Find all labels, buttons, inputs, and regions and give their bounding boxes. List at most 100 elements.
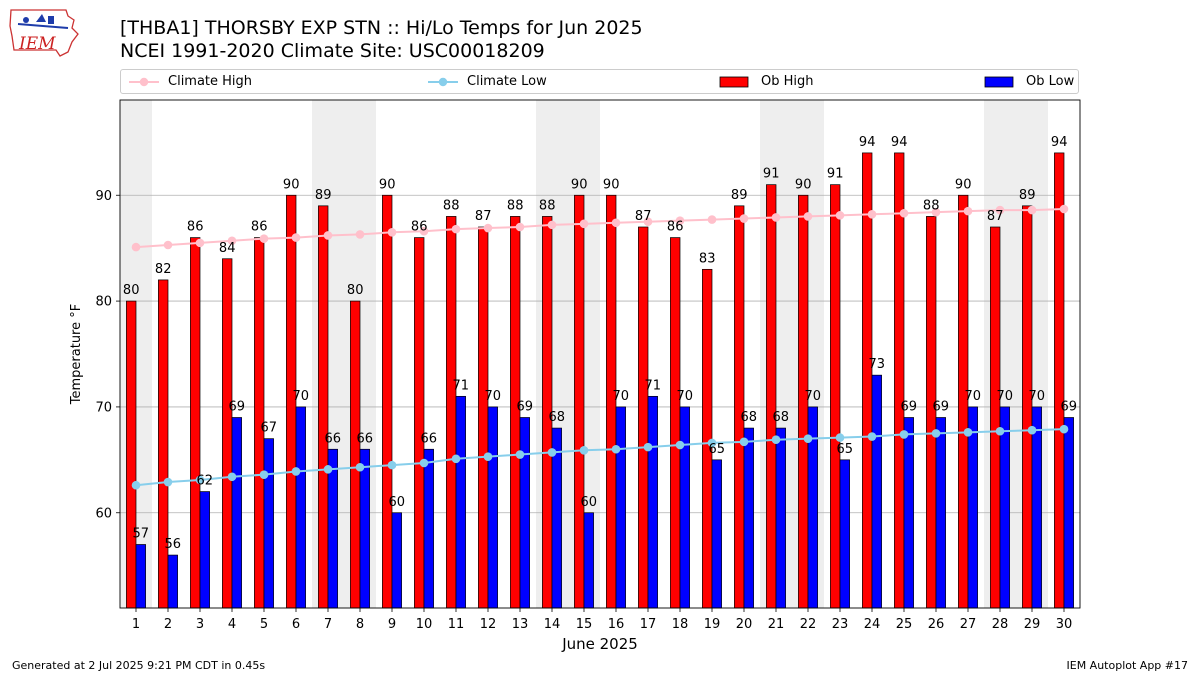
climate-low-point xyxy=(899,430,909,439)
weekend-shade xyxy=(568,100,600,608)
climate-high-point xyxy=(483,223,493,233)
climate-low-point xyxy=(995,426,1005,436)
climate-low-point xyxy=(259,470,269,479)
x-tick-label: 20 xyxy=(736,617,753,632)
bar-ob-low xyxy=(263,438,274,609)
data-label-ob-high: 80 xyxy=(123,283,140,298)
climate-high-point xyxy=(1059,204,1069,214)
bar-ob-low xyxy=(167,554,178,609)
data-label-ob-high: 90 xyxy=(795,177,812,192)
climate-high-point xyxy=(419,226,429,236)
data-label-ob-high: 87 xyxy=(987,209,1004,224)
data-label-ob-high: 82 xyxy=(155,262,172,277)
x-tick-label: 7 xyxy=(324,617,332,632)
logo-text: IEM xyxy=(18,34,56,54)
plot-frame xyxy=(119,99,1081,609)
climate-high-point xyxy=(995,205,1005,215)
climate-low-point xyxy=(419,458,429,468)
x-tick-label: 2 xyxy=(164,617,172,632)
data-label-ob-high: 91 xyxy=(763,167,780,182)
climate-high-point xyxy=(803,212,813,221)
climate-low-point xyxy=(611,444,621,454)
data-label-ob-low: 69 xyxy=(901,400,918,415)
x-tick-label: 30 xyxy=(1056,617,1073,632)
climate-low-point xyxy=(131,480,141,490)
bar-ob-low xyxy=(519,417,530,609)
bar-ob-high xyxy=(222,258,233,609)
data-label-ob-high: 86 xyxy=(411,220,428,235)
bar-ob-high xyxy=(318,205,329,609)
climate-high-point xyxy=(323,231,333,240)
data-label-ob-low: 68 xyxy=(741,410,758,425)
legend-swatch-climate-high xyxy=(129,77,159,87)
x-tick-label: 6 xyxy=(292,617,300,632)
data-label-ob-low: 69 xyxy=(1061,400,1078,415)
climate-low-point xyxy=(803,434,813,443)
climate-low-point xyxy=(579,446,589,455)
bar-ob-low xyxy=(935,417,946,609)
x-tick-label: 5 xyxy=(260,617,268,632)
climate-high-point xyxy=(643,217,653,227)
climate-high-point xyxy=(515,222,525,232)
data-label-ob-high: 90 xyxy=(955,177,972,192)
climate-low-point xyxy=(1027,425,1037,435)
bar-ob-low xyxy=(647,395,658,609)
y-axis-label: Temperature °F xyxy=(69,304,84,405)
data-label-ob-high: 90 xyxy=(283,177,300,192)
data-label-ob-high: 90 xyxy=(603,177,620,192)
weekend-shade xyxy=(120,100,152,608)
bar-ob-high xyxy=(702,268,713,609)
data-label-ob-low: 70 xyxy=(805,389,822,404)
data-label-ob-high: 86 xyxy=(187,220,204,235)
data-label-ob-low: 65 xyxy=(709,442,726,457)
bar-ob-high xyxy=(862,152,873,609)
data-label-ob-low: 66 xyxy=(325,431,342,446)
x-tick-label: 22 xyxy=(800,617,817,632)
x-tick-label: 9 xyxy=(388,617,396,632)
climate-low-point xyxy=(675,440,685,450)
bar-ob-high xyxy=(670,237,681,609)
data-label-ob-high: 88 xyxy=(923,198,940,213)
bar-ob-low xyxy=(487,406,498,609)
legend-swatch-ob-high xyxy=(719,76,749,88)
bar-ob-high xyxy=(350,300,361,609)
data-label-ob-high: 94 xyxy=(859,135,876,150)
climate-low-point xyxy=(387,460,397,470)
data-label-ob-high: 87 xyxy=(475,209,492,224)
climate-low-point xyxy=(963,428,973,437)
data-label-ob-high: 94 xyxy=(891,135,908,150)
legend-swatch-ob-low xyxy=(984,76,1014,88)
climate-low-point xyxy=(547,448,557,457)
climate-low-point xyxy=(643,442,653,452)
data-label-ob-high: 90 xyxy=(379,177,396,192)
data-label-ob-high: 86 xyxy=(251,220,268,235)
bar-ob-low xyxy=(999,406,1010,609)
bar-ob-low xyxy=(615,406,626,609)
bar-ob-high xyxy=(958,194,969,609)
bar-ob-low xyxy=(327,448,338,609)
data-label-ob-high: 88 xyxy=(443,198,460,213)
bar-ob-high xyxy=(1022,205,1033,609)
data-label-ob-low: 62 xyxy=(197,474,214,489)
bar-ob-high xyxy=(542,216,553,609)
climate-high-point xyxy=(163,240,173,250)
bar-ob-high xyxy=(158,279,169,609)
x-tick-label: 14 xyxy=(544,617,561,632)
footer-app: IEM Autoplot App #17 xyxy=(1066,659,1189,672)
data-label-ob-low: 70 xyxy=(485,389,502,404)
bar-ob-high xyxy=(798,194,809,609)
climate-high-point xyxy=(835,211,845,220)
climate-high-point xyxy=(355,230,365,239)
climate-low-point xyxy=(867,432,877,441)
climate-low-point xyxy=(1059,424,1069,434)
bar-ob-low xyxy=(295,406,306,609)
data-label-ob-high: 84 xyxy=(219,241,236,256)
climate-low-point xyxy=(355,462,365,472)
chart-subtitle: NCEI 1991-2020 Climate Site: USC00018209 xyxy=(120,40,545,62)
data-label-ob-high: 89 xyxy=(315,188,332,203)
climate-high-point xyxy=(547,220,557,230)
bar-ob-low xyxy=(743,427,754,609)
climate-low-point xyxy=(451,454,461,464)
x-tick-label: 18 xyxy=(672,617,689,632)
